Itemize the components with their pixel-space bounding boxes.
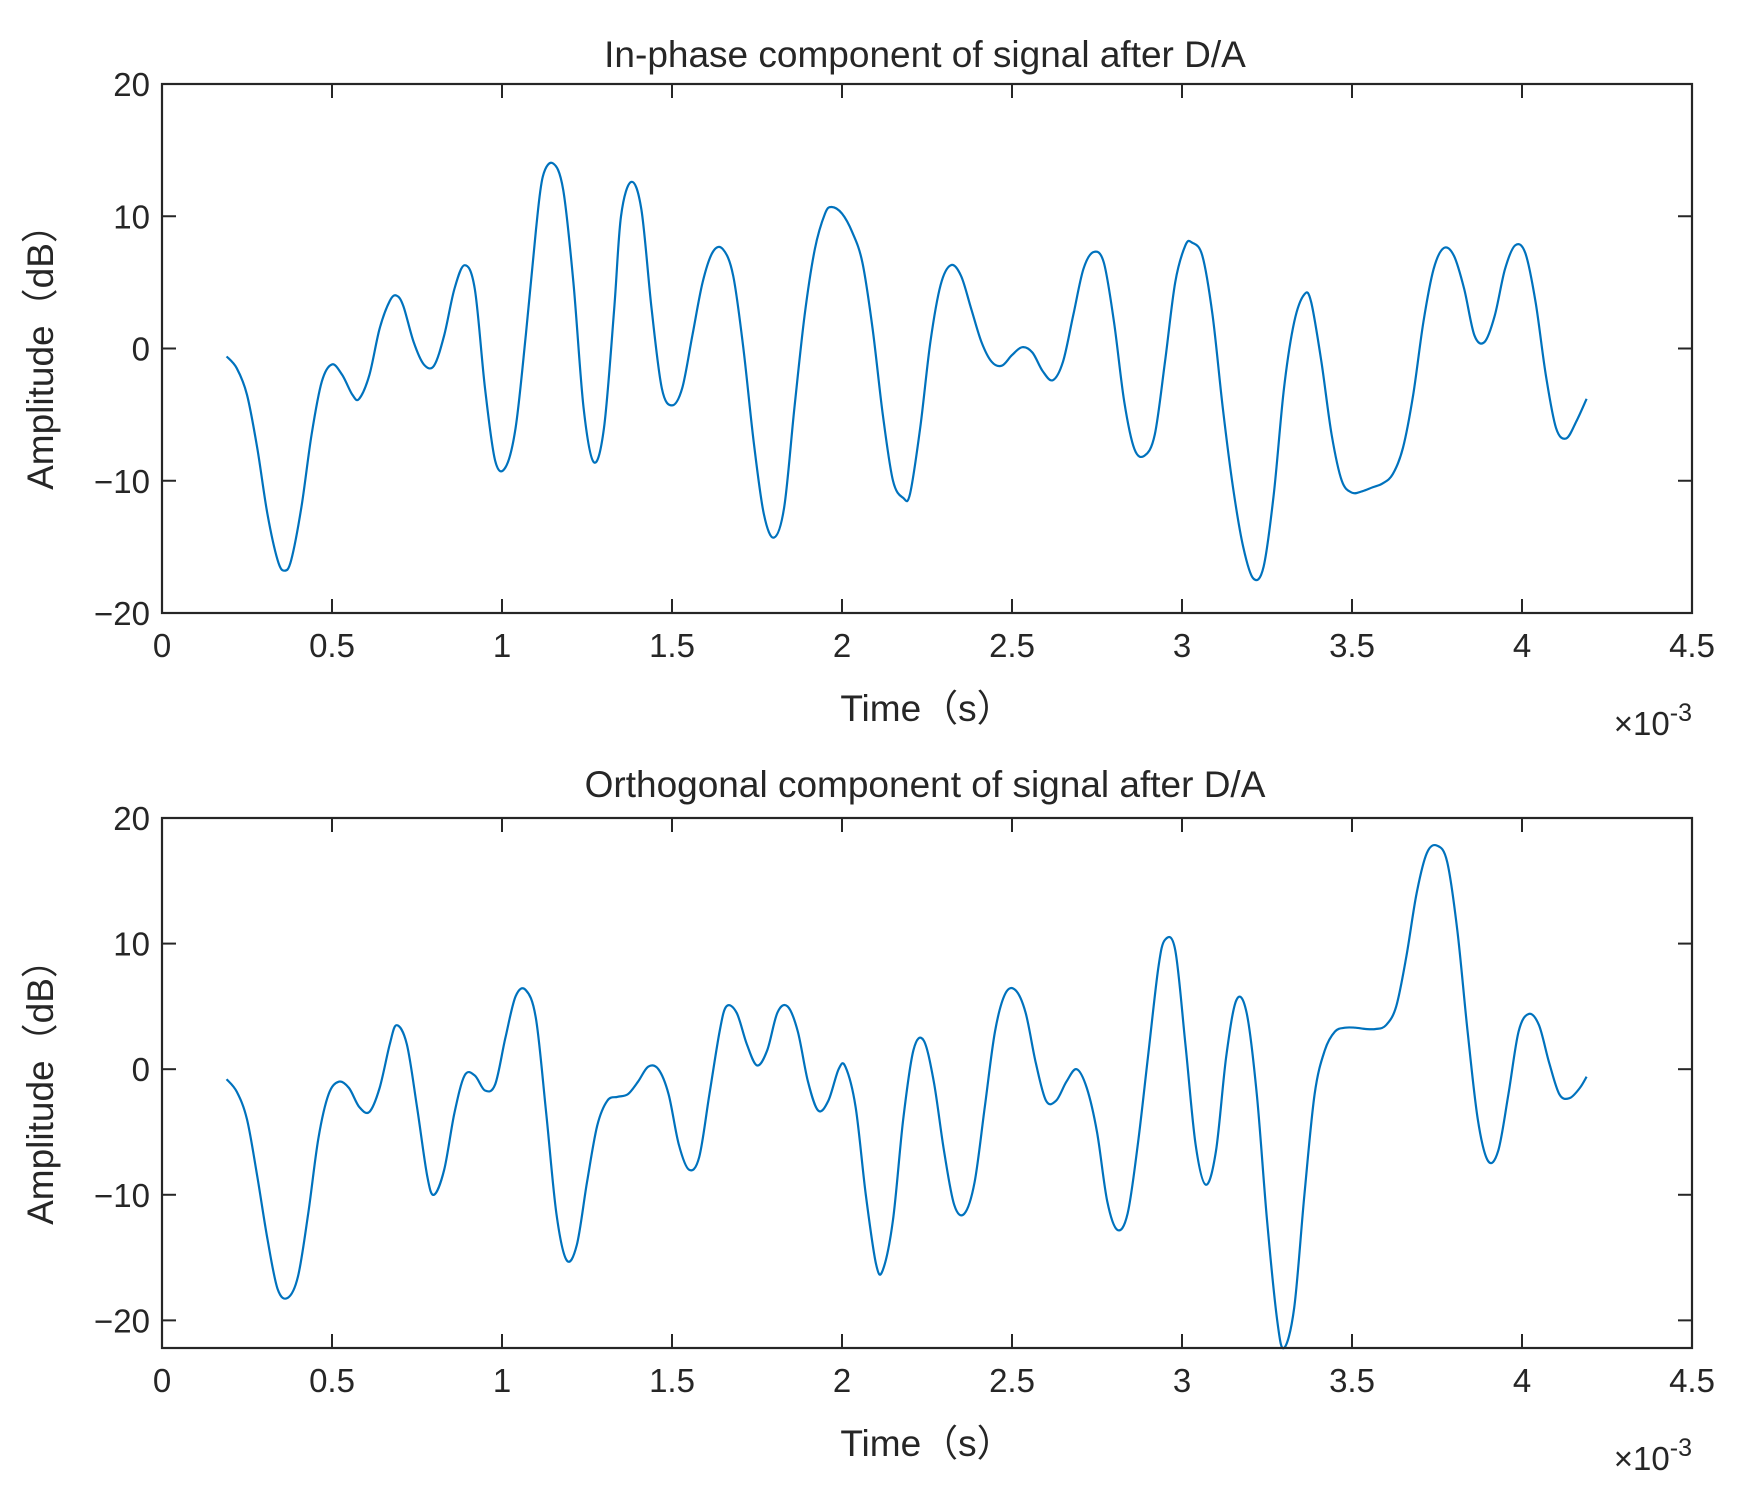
in-phase-x-tick-label: 3 xyxy=(1173,627,1191,664)
orthogonal-y-tick-label: −10 xyxy=(94,1177,150,1214)
in-phase-y-ticks: −20 −10 0 10 20 xyxy=(94,66,1692,632)
in-phase-y-tick-label: 20 xyxy=(113,66,150,103)
orthogonal-y-tick-label: −20 xyxy=(94,1302,150,1339)
orthogonal-x-tick-label: 0.5 xyxy=(309,1362,355,1399)
in-phase-y-tick-label: −20 xyxy=(94,595,150,632)
orthogonal-x-multiplier: ×10-3 xyxy=(1614,1434,1692,1477)
orthogonal-x-multiplier-exponent: -3 xyxy=(1670,1434,1692,1462)
orthogonal-x-tick-label: 1 xyxy=(493,1362,511,1399)
in-phase-x-multiplier-base: ×10 xyxy=(1614,705,1670,742)
in-phase-plot-frame xyxy=(160,82,1694,615)
in-phase-y-tick-label: 0 xyxy=(132,331,150,368)
orthogonal-x-multiplier-base: ×10 xyxy=(1614,1440,1670,1477)
in-phase-x-multiplier: ×10-3 xyxy=(1614,699,1692,742)
orthogonal-x-tick-label: 3.5 xyxy=(1329,1362,1375,1399)
orthogonal-x-ticks: 0 0.5 1 1.5 2 2.5 3 3.5 4 4.5 xyxy=(153,818,1715,1399)
orthogonal-x-tick-label: 2 xyxy=(833,1362,851,1399)
orthogonal-x-tick-label: 4 xyxy=(1513,1362,1531,1399)
in-phase-x-multiplier-exponent: -3 xyxy=(1670,699,1692,727)
in-phase-x-axis-label: Time（s） xyxy=(840,688,1013,729)
orthogonal-x-tick-label: 1.5 xyxy=(649,1362,695,1399)
orthogonal-y-tick-label: 20 xyxy=(113,800,150,837)
in-phase-x-tick-label: 4 xyxy=(1513,627,1531,664)
orthogonal-x-tick-label: 3 xyxy=(1173,1362,1191,1399)
orthogonal-x-axis-label: Time（s） xyxy=(840,1423,1013,1464)
in-phase-y-tick-label: −10 xyxy=(94,463,150,500)
orthogonal-signal-line xyxy=(225,843,1588,1350)
in-phase-x-tick-label: 2.5 xyxy=(989,627,1035,664)
in-phase-y-tick-label: 10 xyxy=(113,198,150,235)
in-phase-signal-line xyxy=(225,161,1588,582)
in-phase-y-axis-label: Amplitude（dB） xyxy=(20,206,61,490)
in-phase-x-ticks: 0 0.5 1 1.5 2 2.5 3 3.5 4 4.5 xyxy=(153,84,1715,664)
orthogonal-chart-title: Orthogonal component of signal after D/A xyxy=(585,764,1266,805)
orthogonal-y-tick-label: 0 xyxy=(132,1051,150,1088)
in-phase-x-tick-label: 1 xyxy=(493,627,511,664)
orthogonal-y-tick-label: 10 xyxy=(113,926,150,963)
in-phase-x-tick-label: 3.5 xyxy=(1329,627,1375,664)
orthogonal-x-tick-label: 4.5 xyxy=(1669,1362,1715,1399)
in-phase-chart-title: In-phase component of signal after D/A xyxy=(604,34,1246,75)
orthogonal-x-tick-label: 2.5 xyxy=(989,1362,1035,1399)
in-phase-subplot: In-phase component of signal after D/A 0… xyxy=(20,34,1715,742)
in-phase-x-tick-label: 0.5 xyxy=(309,627,355,664)
orthogonal-plot-frame xyxy=(160,816,1694,1350)
in-phase-x-tick-label: 2 xyxy=(833,627,851,664)
orthogonal-y-axis-label: Amplitude（dB） xyxy=(20,941,61,1225)
orthogonal-subplot: Orthogonal component of signal after D/A… xyxy=(20,764,1715,1477)
in-phase-x-tick-label: 4.5 xyxy=(1669,627,1715,664)
in-phase-x-tick-label: 0 xyxy=(153,627,171,664)
orthogonal-x-tick-label: 0 xyxy=(153,1362,171,1399)
in-phase-x-tick-label: 1.5 xyxy=(649,627,695,664)
